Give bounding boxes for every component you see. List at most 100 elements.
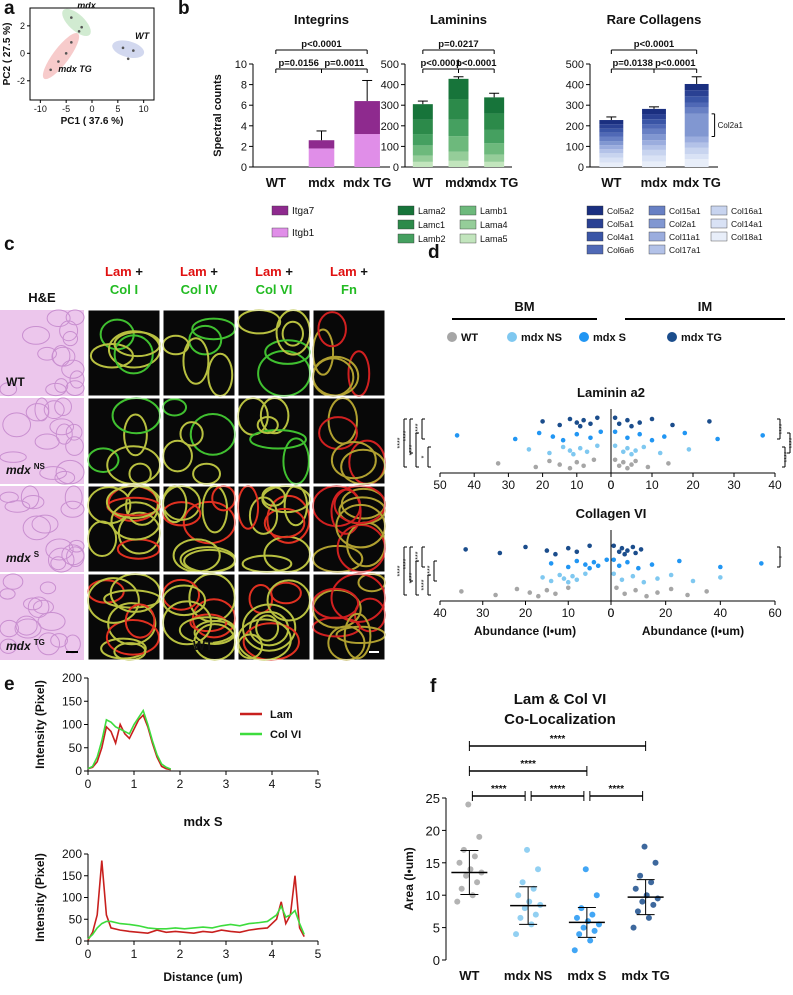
bar-segment bbox=[412, 134, 433, 146]
tissue-texture bbox=[343, 612, 372, 660]
dot bbox=[567, 448, 573, 453]
image-border bbox=[312, 397, 386, 485]
bar-segment bbox=[642, 161, 666, 167]
dot bbox=[654, 895, 661, 902]
legend-label: Col2a1 bbox=[669, 219, 696, 229]
significance-label: **** bbox=[789, 437, 793, 448]
tissue-texture bbox=[21, 325, 50, 345]
dot bbox=[584, 449, 590, 455]
dot bbox=[571, 947, 578, 954]
chart-title: Collagen VI bbox=[576, 506, 647, 521]
significance-label: **** bbox=[403, 558, 410, 569]
dot bbox=[460, 846, 467, 853]
dot bbox=[526, 898, 533, 905]
dot bbox=[630, 924, 637, 931]
dot bbox=[463, 547, 468, 552]
comparison-label: p<0.0001 bbox=[634, 39, 675, 50]
y-axis-label: Spectral counts bbox=[212, 74, 224, 157]
tissue-texture bbox=[255, 614, 280, 642]
bar-segment bbox=[448, 78, 469, 100]
x-tick-label: 0 bbox=[89, 104, 94, 114]
dot bbox=[565, 545, 571, 551]
y-tick-label: 25 bbox=[426, 791, 440, 806]
dot bbox=[497, 550, 503, 556]
chart-title: Laminin a2 bbox=[577, 385, 645, 400]
tissue-texture bbox=[2, 412, 32, 438]
bar-segment bbox=[354, 101, 380, 135]
dot bbox=[670, 422, 675, 428]
dot bbox=[557, 572, 562, 578]
tissue-texture bbox=[43, 400, 65, 420]
tissue-texture bbox=[61, 359, 85, 379]
image-border bbox=[312, 573, 386, 661]
bar-segment bbox=[448, 136, 469, 152]
dot bbox=[454, 433, 460, 438]
x-tick-label: 30 bbox=[502, 478, 516, 492]
dot bbox=[580, 924, 587, 931]
tissue-texture bbox=[21, 495, 45, 510]
dot bbox=[657, 450, 663, 456]
dot bbox=[685, 592, 690, 598]
dot bbox=[573, 914, 580, 921]
dot bbox=[544, 587, 550, 593]
x-tick-label: mdx bbox=[308, 175, 336, 190]
tissue-texture bbox=[0, 619, 19, 638]
dot bbox=[536, 593, 541, 599]
panel-label: d bbox=[428, 242, 440, 263]
dot bbox=[454, 898, 461, 905]
row-label: WT bbox=[6, 375, 25, 389]
y-tick-label: 4 bbox=[241, 121, 247, 133]
bar-segment bbox=[308, 140, 335, 149]
dot bbox=[515, 892, 522, 899]
x-tick-label: 10 bbox=[562, 606, 576, 620]
x-tick-label: 1 bbox=[131, 777, 138, 791]
tissue-texture bbox=[54, 397, 72, 417]
dot bbox=[587, 565, 592, 571]
tissue-texture bbox=[50, 556, 67, 571]
dot bbox=[512, 436, 518, 442]
y-tick-label: 150 bbox=[62, 869, 82, 883]
significance-label: **** bbox=[397, 437, 404, 448]
y-tick-label: 20 bbox=[426, 823, 440, 838]
legend-swatch bbox=[397, 219, 415, 230]
tissue-texture bbox=[113, 334, 154, 375]
dot bbox=[533, 464, 539, 470]
comparison-label: **** bbox=[608, 784, 624, 795]
dot bbox=[645, 464, 651, 470]
line bbox=[87, 713, 171, 771]
dot bbox=[567, 416, 573, 422]
row-name: mdx bbox=[6, 551, 32, 565]
y-tick-label: 300 bbox=[381, 100, 399, 112]
joiner-label: + bbox=[357, 264, 369, 279]
legend-label: Col18a1 bbox=[731, 232, 763, 242]
y-tick-label: 2 bbox=[20, 21, 25, 31]
dot bbox=[632, 885, 639, 892]
point bbox=[121, 46, 125, 50]
dot bbox=[540, 575, 545, 580]
x-tick-label: 10 bbox=[645, 478, 659, 492]
dot bbox=[707, 419, 712, 424]
dot bbox=[655, 576, 660, 581]
chart-title: Co-Localization bbox=[504, 711, 616, 728]
dot bbox=[595, 415, 600, 421]
bar-segment bbox=[599, 152, 624, 158]
x-tick-label: -10 bbox=[34, 104, 47, 114]
dot bbox=[598, 429, 604, 435]
dot bbox=[616, 421, 622, 427]
y-axis-label: Intensity (Pixel) bbox=[33, 680, 47, 769]
dot bbox=[611, 557, 617, 563]
row-name: mdx bbox=[6, 639, 32, 653]
bar-segment bbox=[412, 119, 433, 135]
panel-label: f bbox=[430, 676, 437, 697]
dot bbox=[576, 931, 583, 938]
bar-segment bbox=[354, 134, 380, 167]
series-label: WT bbox=[135, 31, 150, 41]
x-tick-label: 4 bbox=[269, 947, 276, 961]
bar-segment bbox=[448, 160, 469, 167]
dot bbox=[577, 445, 583, 451]
dot bbox=[645, 914, 652, 921]
tissue-texture bbox=[2, 573, 24, 590]
comparison-label: **** bbox=[550, 734, 566, 745]
stain-label: Lam bbox=[255, 264, 282, 279]
dot bbox=[565, 585, 571, 591]
